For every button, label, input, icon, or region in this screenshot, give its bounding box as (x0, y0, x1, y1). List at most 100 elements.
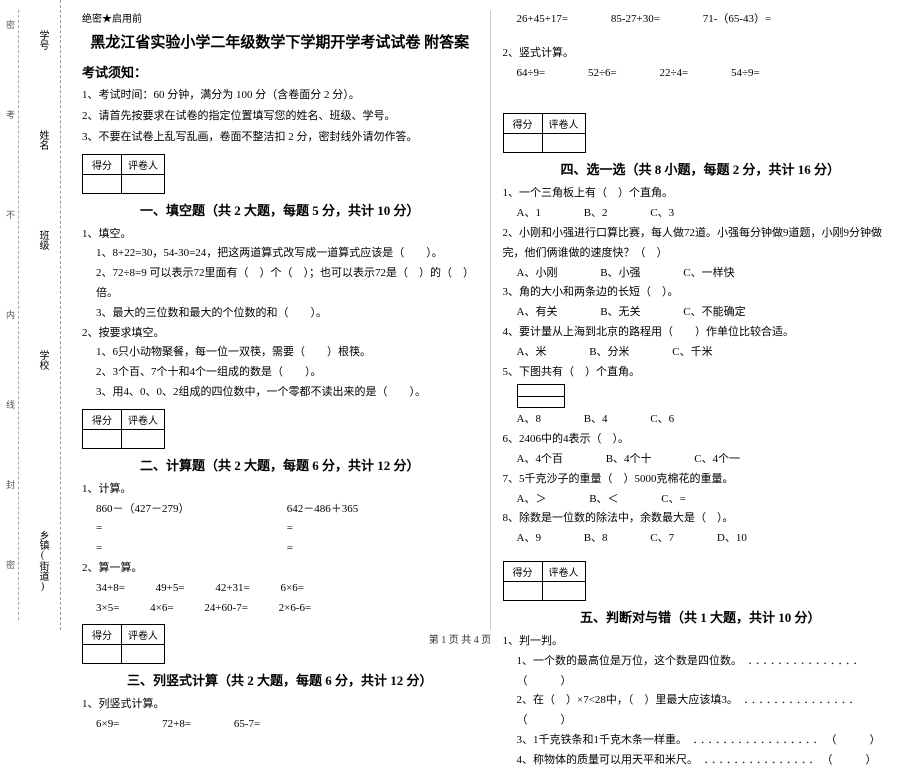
q-stem: 6、2406中的4表示（ ）。 (503, 430, 899, 450)
opt: A、4个百 (517, 450, 563, 470)
calc-item: 3×5= (96, 599, 119, 619)
eq: = (96, 519, 287, 539)
question-block: 1、列竖式计算。 6×9= 72+8= 65-7= (82, 695, 478, 735)
q-item: 1、6只小动物聚餐，每一位一双筷，需要（ ）根筷。 (96, 343, 478, 363)
notice-head: 考试须知： (82, 62, 478, 81)
calc-item: 52÷6= (588, 64, 617, 84)
score-box: 得分评卷人 (82, 154, 165, 194)
q-stem: 2、竖式计算。 (503, 44, 899, 64)
q-stem: 1、一个三角板上有（ ）个直角。 (503, 184, 899, 204)
section-title: 一、填空题（共 2 大题，每题 5 分，共计 10 分） (82, 200, 478, 219)
opt: A、1 (517, 204, 541, 224)
calc-item: 54÷9= (731, 64, 760, 84)
calc-item: 4×6= (150, 599, 173, 619)
calc-item: 2×6-6= (279, 599, 312, 619)
q-item: 3、用4、0、0、2组成的四位数中，一个零都不读出来的是（ ）。 (96, 383, 478, 403)
seal-hint: 考 (4, 110, 17, 119)
opt: C、= (661, 490, 686, 510)
opt: B、无关 (600, 303, 640, 323)
q-item: 2、3个百、7个十和4个一组成的数是（ ）。 (96, 363, 478, 383)
section-title: 三、列竖式计算（共 2 大题，每题 6 分，共计 12 分） (82, 670, 478, 689)
eq: = (287, 539, 478, 559)
judge-item: 4、称物体的质量可以用天平和米尺。 ．．．．．．．．．．．．．．． （ ） (517, 751, 899, 771)
opt: C、4个一 (694, 450, 740, 470)
opt: A、8 (517, 410, 541, 430)
left-column: 绝密★启用前 黑龙江省实验小学二年级数学下学期开学考试试卷 附答案 考试须知： … (70, 10, 491, 630)
opt: C、千米 (672, 343, 712, 363)
score-box: 得分评卷人 (503, 113, 586, 153)
judge-item: 1、一个数的最高位是万位，这个数是四位数。 ．．．．．．．．．．．．．．． （ … (517, 652, 899, 692)
judge-item: 2、在（ ）×7<28中，（ ）里最大应该填3。 ．．．．．．．．．．．．．．．… (517, 691, 899, 731)
question-block: 1、判一判。 1、一个数的最高位是万位，这个数是四位数。 ．．．．．．．．．．．… (503, 632, 899, 771)
calc-item: 42+31= (215, 579, 249, 599)
side-label: 姓名 (35, 130, 50, 150)
eq: = (96, 539, 287, 559)
page-footer: 第 1 页 共 4 页 (0, 631, 920, 646)
side-label: 学号 (35, 30, 50, 50)
opt: C、7 (650, 529, 674, 549)
opt: A、米 (517, 343, 547, 363)
side-label: 学校 (35, 350, 50, 370)
calc-item: 22÷4= (660, 64, 689, 84)
opt: C、一样快 (683, 264, 734, 284)
calc-item: 24+60-7= (204, 599, 248, 619)
calc-item: 71-（65-43）= (703, 10, 772, 30)
rectangle-figure (517, 384, 565, 408)
opt: B、8 (584, 529, 608, 549)
opt: A、＞ (517, 490, 547, 510)
score-label: 得分 (83, 154, 122, 174)
q-stem: 2、算一算。 (82, 559, 478, 579)
opt: B、小强 (600, 264, 640, 284)
eq: = (287, 519, 478, 539)
score-box: 得分评卷人 (503, 561, 586, 601)
q-stem: 1、计算。 (82, 480, 478, 500)
opt: C、6 (650, 410, 674, 430)
notice-list: 1、考试时间：60 分钟，满分为 100 分（含卷面分 2 分）。 2、请首先按… (82, 85, 478, 148)
opt: C、3 (650, 204, 674, 224)
opt: A、有关 (517, 303, 558, 323)
score-box: 得分评卷人 (82, 409, 165, 449)
seal-hint: 内 (4, 310, 17, 319)
marker-label: 评卷人 (122, 154, 165, 174)
calc-expr: 642－486＋365 (287, 500, 478, 520)
notice-item: 1、考试时间：60 分钟，满分为 100 分（含卷面分 2 分）。 (82, 85, 478, 106)
seal-hint: 密 (4, 20, 17, 29)
opt: B、4个十 (606, 450, 652, 470)
q-stem: 8、除数是一位数的除法中，余数最大是（ ）。 (503, 509, 899, 529)
exam-title: 黑龙江省实验小学二年级数学下学期开学考试试卷 附答案 (82, 31, 478, 52)
opt: A、小刚 (517, 264, 558, 284)
seal-hint: 线 (4, 400, 17, 409)
q-stem: 2、按要求填空。 (82, 324, 478, 344)
opt: B、4 (584, 410, 608, 430)
opt: B、＜ (589, 490, 618, 510)
question-block: 26+45+17= 85-27+30= 71-（65-43）= 2、竖式计算。 … (503, 10, 899, 83)
q-stem: 1、填空。 (82, 225, 478, 245)
q-stem: 2、小刚和小强进行口算比赛，每人做72道。小强每分钟做9道题，小刚9分钟做完，他… (503, 224, 899, 264)
fold-line (18, 10, 19, 620)
calc-item: 49+5= (156, 579, 185, 599)
q-item: 3、最大的三位数和最大的个位数的和（ ）。 (96, 304, 478, 324)
q-stem: 4、要计量从上海到北京的路程用（ ）作单位比较合适。 (503, 323, 899, 343)
section-title: 四、选一选（共 8 小题，每题 2 分，共计 16 分） (503, 159, 899, 178)
calc-item: 64÷9= (517, 64, 546, 84)
seal-hint: 封 (4, 480, 17, 489)
notice-item: 3、不要在试卷上乱写乱画，卷面不整洁扣 2 分，密封线外请勿作答。 (82, 127, 478, 148)
q-stem: 1、列竖式计算。 (82, 695, 478, 715)
q-stem: 7、5千克沙子的重量（ ）5000克棉花的重量。 (503, 470, 899, 490)
calc-item: 6×6= (281, 579, 304, 599)
side-label: 班级 (35, 230, 50, 250)
binding-sidebar: 学号 姓名 班级 学校 乡镇(街道) 密 考 不 内 线 封 密 (0, 0, 61, 630)
question-block: 1、计算。 860－（427－279） 642－486＋365 = = = = … (82, 480, 478, 619)
question-block: 1、填空。 1、8+22=30，54-30=24，把这两道算式改写成一道算式应该… (82, 225, 478, 403)
opt: B、分米 (589, 343, 629, 363)
secret-mark: 绝密★启用前 (82, 10, 478, 25)
side-label: 乡镇(街道) (35, 530, 50, 592)
section-title: 二、计算题（共 2 大题，每题 6 分，共计 12 分） (82, 455, 478, 474)
calc-expr: 860－（427－279） (96, 500, 287, 520)
section-title: 五、判断对与错（共 1 大题，共计 10 分） (503, 607, 899, 626)
right-column: 26+45+17= 85-27+30= 71-（65-43）= 2、竖式计算。 … (491, 10, 911, 630)
calc-item: 26+45+17= (517, 10, 569, 30)
calc-item: 72+8= (162, 715, 191, 735)
q-stem: 5、下图共有（ ）个直角。 (503, 363, 899, 383)
opt: A、9 (517, 529, 541, 549)
